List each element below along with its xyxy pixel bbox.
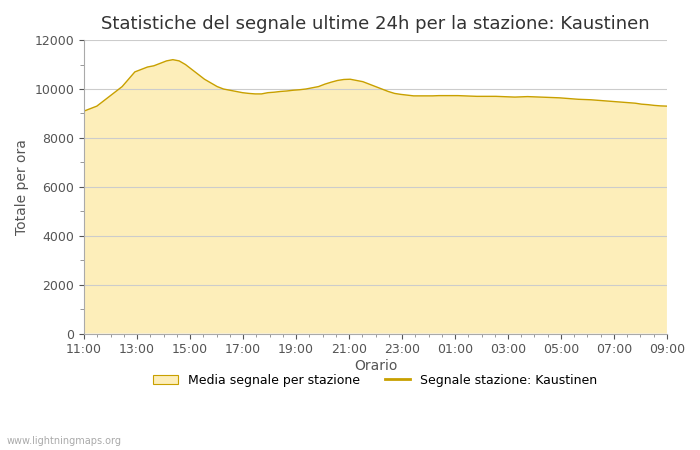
Title: Statistiche del segnale ultime 24h per la stazione: Kaustinen: Statistiche del segnale ultime 24h per l… [102,15,650,33]
Text: www.lightningmaps.org: www.lightningmaps.org [7,436,122,446]
Y-axis label: Totale per ora: Totale per ora [15,139,29,235]
Legend: Media segnale per stazione, Segnale stazione: Kaustinen: Media segnale per stazione, Segnale staz… [148,369,603,392]
X-axis label: Orario: Orario [354,359,397,373]
